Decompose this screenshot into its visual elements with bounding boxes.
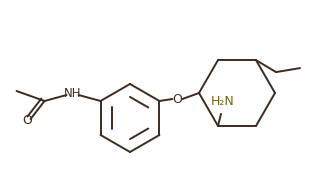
Text: NH: NH xyxy=(64,87,81,100)
Text: H₂N: H₂N xyxy=(211,95,235,108)
Text: O: O xyxy=(23,114,32,127)
Text: O: O xyxy=(173,92,182,105)
